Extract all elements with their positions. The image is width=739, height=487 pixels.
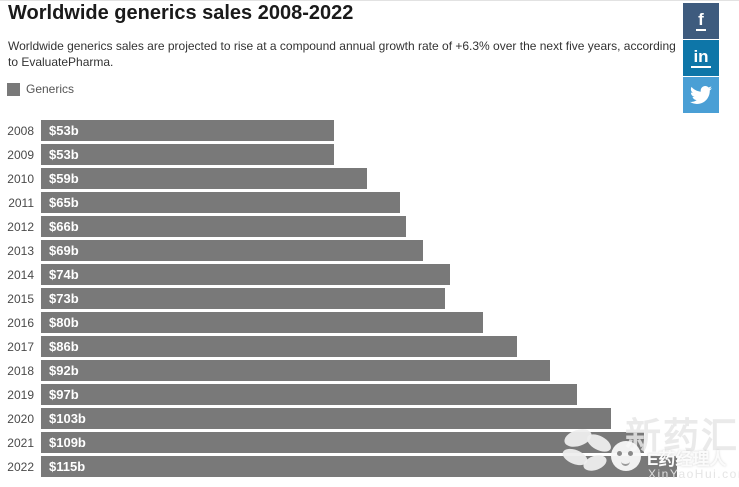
bar-2016[interactable]: $80b: [41, 312, 483, 333]
chart-row: 2020 $103b: [7, 408, 732, 429]
chart-row: 2008 $53b: [7, 120, 732, 141]
value-label: $53b: [49, 123, 79, 138]
value-label: $109b: [49, 435, 86, 450]
value-label: $74b: [49, 267, 79, 282]
value-label: $80b: [49, 315, 79, 330]
value-label: $92b: [49, 363, 79, 378]
bar-2017[interactable]: $86b: [41, 336, 517, 357]
year-label: 2010: [7, 171, 34, 186]
value-label: $86b: [49, 339, 79, 354]
bar-2009[interactable]: $53b: [41, 144, 334, 165]
linkedin-icon: in: [691, 47, 711, 68]
chart-row: 2016 $80b: [7, 312, 732, 333]
chart-row: 2015 $73b: [7, 288, 732, 309]
year-label: 2009: [7, 147, 34, 162]
year-label: 2018: [7, 363, 34, 378]
value-label: $73b: [49, 291, 79, 306]
legend-label: Generics: [26, 82, 75, 96]
bar-2021[interactable]: $109b: [41, 432, 644, 453]
chart-rows: 2008 $53b 2009 $53b 2010 $59b 2011 $65b 2012 $66b…: [7, 120, 732, 477]
facebook-share-button[interactable]: f: [683, 3, 719, 39]
chart-row: 2013 $69b: [7, 240, 732, 261]
bar-2008[interactable]: $53b: [41, 120, 334, 141]
year-label: 2022: [7, 459, 34, 474]
bar-2015[interactable]: $73b: [41, 288, 445, 309]
year-label: 2013: [7, 243, 34, 258]
value-label: $97b: [49, 387, 79, 402]
bar-2011[interactable]: $65b: [41, 192, 400, 213]
year-label: 2016: [7, 315, 34, 330]
chart-row: 2014 $74b: [7, 264, 732, 285]
chart-row: 2009 $53b: [7, 144, 732, 165]
twitter-bird-icon: [690, 84, 712, 106]
year-label: 2008: [7, 123, 34, 138]
chart-row: 2010 $59b: [7, 168, 732, 189]
value-label: $69b: [49, 243, 79, 258]
chart-subtitle: Worldwide generics sales are projected t…: [8, 39, 676, 69]
value-label: $66b: [49, 219, 79, 234]
year-label: 2012: [7, 219, 34, 234]
chart-row: 2012 $66b: [7, 216, 732, 237]
year-label: 2021: [7, 435, 34, 450]
share-toolbar: f in: [683, 3, 719, 113]
bar-2019[interactable]: $97b: [41, 384, 577, 405]
page-title: Worldwide generics sales 2008-2022: [8, 2, 354, 24]
year-label: 2019: [7, 387, 34, 402]
bar-2012[interactable]: $66b: [41, 216, 406, 237]
linkedin-share-button[interactable]: in: [683, 40, 719, 76]
chart-row: 2018 $92b: [7, 360, 732, 381]
bar-2013[interactable]: $69b: [41, 240, 423, 261]
chart-row: 2022 $115b: [7, 456, 732, 477]
value-label: $103b: [49, 411, 86, 426]
bar-2014[interactable]: $74b: [41, 264, 450, 285]
legend-swatch: [7, 82, 20, 96]
bar-2010[interactable]: $59b: [41, 168, 367, 189]
bar-chart: 2008 $53b 2009 $53b 2010 $59b 2011 $65b 2012 $66b…: [7, 120, 732, 480]
year-label: 2014: [7, 267, 34, 282]
bar-2020[interactable]: $103b: [41, 408, 611, 429]
value-label: $59b: [49, 171, 79, 186]
bar-2018[interactable]: $92b: [41, 360, 550, 381]
chart-row: 2011 $65b: [7, 192, 732, 213]
year-label: 2020: [7, 411, 34, 426]
chart-row: 2017 $86b: [7, 336, 732, 357]
chart-row: 2021 $109b: [7, 432, 732, 453]
year-label: 2015: [7, 291, 34, 306]
bar-2022[interactable]: $115b: [41, 456, 677, 477]
facebook-icon: f: [696, 10, 706, 31]
year-label: 2017: [7, 339, 34, 354]
value-label: $53b: [49, 147, 79, 162]
chart-row: 2019 $97b: [7, 384, 732, 405]
value-label: $115b: [49, 459, 86, 474]
year-label: 2011: [8, 195, 34, 210]
legend[interactable]: Generics: [7, 82, 74, 96]
value-label: $65b: [49, 195, 79, 210]
twitter-share-button[interactable]: [683, 77, 719, 113]
